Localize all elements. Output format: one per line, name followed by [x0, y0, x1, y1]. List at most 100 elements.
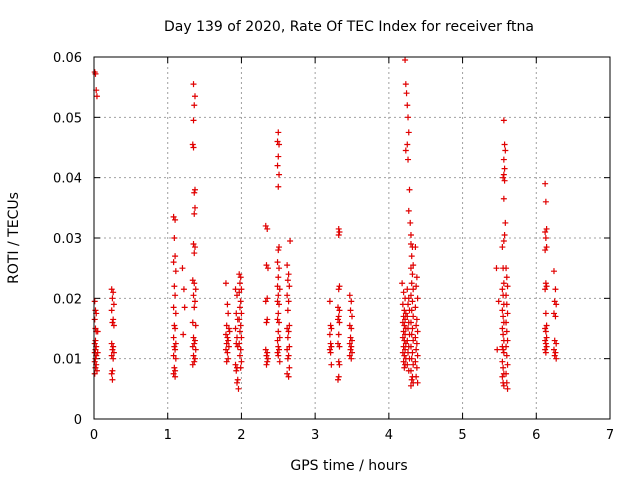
- data-point: [552, 349, 559, 356]
- data-point: [92, 355, 99, 362]
- y-tick-label: 0.02: [53, 292, 82, 307]
- data-point: [237, 322, 244, 329]
- data-point: [233, 367, 240, 374]
- data-point: [264, 349, 271, 356]
- data-point: [171, 235, 178, 241]
- data-point: [179, 265, 186, 272]
- data-point: [226, 328, 233, 335]
- data-point: [410, 313, 417, 320]
- data-point: [551, 352, 558, 359]
- data-point: [222, 280, 229, 287]
- data-point: [413, 346, 420, 353]
- data-point: [275, 343, 282, 350]
- data-point: [92, 70, 99, 77]
- data-point: [274, 138, 281, 145]
- data-point: [276, 346, 283, 353]
- data-point: [404, 313, 411, 320]
- data-point: [236, 280, 243, 287]
- data-point: [346, 352, 353, 359]
- data-point: [408, 253, 415, 260]
- data-point: [347, 334, 354, 341]
- data-point: [542, 337, 549, 344]
- data-point: [499, 244, 506, 251]
- data-point: [109, 295, 116, 302]
- data-point: [542, 349, 549, 356]
- data-point: [276, 334, 283, 341]
- data-point: [400, 289, 407, 296]
- data-point: [542, 310, 549, 317]
- data-point: [336, 361, 343, 368]
- data-point: [284, 292, 291, 299]
- data-point: [91, 316, 98, 323]
- data-point: [400, 343, 407, 350]
- data-point: [192, 322, 199, 329]
- data-point: [542, 328, 549, 335]
- data-point: [501, 177, 508, 184]
- data-point: [110, 322, 117, 329]
- data-point: [276, 358, 283, 365]
- data-point: [542, 346, 549, 353]
- data-point: [238, 358, 245, 365]
- data-point: [401, 364, 408, 371]
- data-point: [543, 244, 550, 251]
- x-axis-label: GPS time / hours: [290, 458, 407, 474]
- data-point: [405, 156, 412, 163]
- data-point: [180, 286, 187, 293]
- data-point: [225, 343, 232, 350]
- data-point: [285, 298, 292, 305]
- data-point: [191, 186, 198, 193]
- data-point: [171, 364, 178, 371]
- data-point: [275, 292, 282, 299]
- data-point: [110, 301, 117, 308]
- data-point: [328, 343, 335, 350]
- data-point: [404, 102, 411, 109]
- data-point: [410, 361, 417, 368]
- data-point: [238, 334, 245, 341]
- data-point: [94, 328, 101, 335]
- data-point: [275, 247, 282, 254]
- data-point: [328, 325, 335, 332]
- data-point: [108, 286, 115, 293]
- data-points: [91, 57, 560, 392]
- data-point: [413, 283, 420, 290]
- data-point: [91, 340, 98, 347]
- data-point: [110, 289, 117, 296]
- data-point: [92, 364, 99, 371]
- data-point: [225, 337, 232, 344]
- data-point: [237, 346, 244, 353]
- data-point: [503, 265, 510, 272]
- data-point: [275, 310, 282, 317]
- data-point: [91, 298, 98, 305]
- data-point: [92, 337, 99, 344]
- data-point: [348, 355, 355, 362]
- data-point: [108, 307, 115, 314]
- plot-frame: [93, 56, 611, 420]
- data-point: [190, 81, 197, 88]
- data-point: [276, 286, 283, 293]
- data-point: [407, 367, 414, 374]
- data-point: [504, 283, 511, 290]
- data-point: [409, 325, 416, 332]
- data-point: [190, 241, 197, 248]
- data-point: [326, 346, 333, 353]
- data-point: [276, 265, 283, 272]
- data-point: [172, 253, 179, 260]
- data-point: [348, 343, 355, 350]
- data-point: [542, 235, 549, 241]
- data-point: [404, 141, 411, 148]
- data-point: [412, 334, 419, 341]
- data-point: [110, 316, 117, 323]
- data-point: [414, 352, 421, 359]
- data-point: [276, 141, 283, 148]
- data-point: [543, 334, 550, 341]
- data-point: [264, 316, 271, 323]
- data-point: [542, 280, 549, 287]
- data-point: [284, 370, 291, 377]
- data-point: [274, 349, 281, 356]
- data-point: [172, 346, 179, 353]
- data-point: [91, 358, 98, 365]
- data-point: [232, 286, 239, 293]
- data-point: [542, 247, 549, 254]
- data-point: [286, 283, 293, 290]
